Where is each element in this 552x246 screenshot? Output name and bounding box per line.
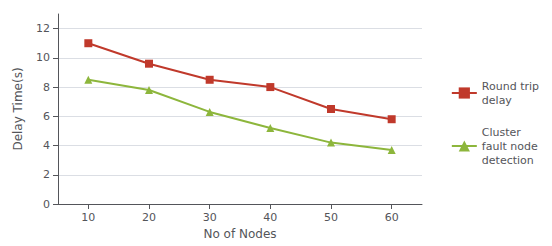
svg-text:8: 8	[43, 81, 50, 94]
svg-text:Round trip: Round trip	[482, 80, 539, 93]
svg-text:Cluster: Cluster	[482, 126, 522, 139]
svg-text:Delay Time(s): Delay Time(s)	[11, 67, 25, 150]
svg-text:detection: detection	[482, 154, 534, 167]
svg-text:6: 6	[43, 110, 50, 123]
svg-text:4: 4	[43, 139, 50, 152]
svg-text:12: 12	[36, 22, 50, 35]
svg-text:60: 60	[385, 211, 399, 224]
svg-text:2: 2	[43, 168, 50, 181]
svg-text:50: 50	[324, 211, 338, 224]
svg-text:40: 40	[263, 211, 277, 224]
svg-text:30: 30	[203, 211, 217, 224]
svg-text:20: 20	[142, 211, 156, 224]
svg-text:0: 0	[43, 198, 50, 211]
svg-text:No of Nodes: No of Nodes	[203, 227, 276, 241]
svg-text:10: 10	[36, 51, 50, 64]
svg-text:fault node: fault node	[482, 140, 538, 153]
svg-text:delay: delay	[482, 94, 513, 107]
svg-text:10: 10	[81, 211, 95, 224]
